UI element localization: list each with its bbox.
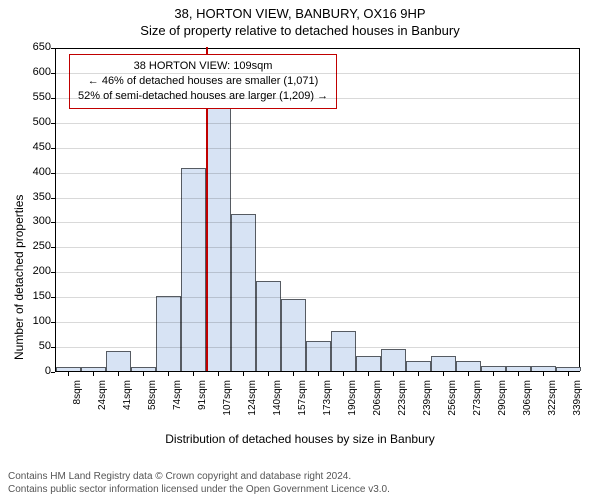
page-title: 38, HORTON VIEW, BANBURY, OX16 9HP bbox=[0, 0, 600, 21]
x-tick-label: 339sqm bbox=[572, 380, 583, 424]
footer-attribution: Contains HM Land Registry data © Crown c… bbox=[8, 470, 390, 496]
histogram-bar bbox=[281, 299, 306, 371]
gridline bbox=[55, 347, 580, 348]
y-tick-label: 150 bbox=[21, 290, 51, 302]
y-tick-label: 400 bbox=[21, 166, 51, 178]
histogram-bar bbox=[431, 356, 456, 371]
x-tick-mark bbox=[218, 372, 219, 376]
histogram-bar bbox=[106, 351, 131, 371]
y-tick-label: 450 bbox=[21, 141, 51, 153]
x-tick-label: 8sqm bbox=[72, 380, 83, 424]
gridline bbox=[55, 148, 580, 149]
x-tick-label: 256sqm bbox=[447, 380, 458, 424]
gridline bbox=[55, 173, 580, 174]
histogram-bar bbox=[556, 367, 581, 371]
x-tick-mark bbox=[343, 372, 344, 376]
gridline bbox=[55, 123, 580, 124]
histogram-bar bbox=[156, 296, 181, 371]
gridline bbox=[55, 247, 580, 248]
x-tick-label: 74sqm bbox=[172, 380, 183, 424]
histogram-bar bbox=[506, 366, 531, 371]
annotation-line-2: ← 46% of detached houses are smaller (1,… bbox=[78, 74, 328, 89]
x-tick-label: 190sqm bbox=[347, 380, 358, 424]
annotation-line-1: 38 HORTON VIEW: 109sqm bbox=[78, 59, 328, 74]
histogram-bar bbox=[406, 361, 431, 371]
x-axis-label: Distribution of detached houses by size … bbox=[0, 432, 600, 446]
x-tick-label: 124sqm bbox=[247, 380, 258, 424]
x-tick-mark bbox=[368, 372, 369, 376]
x-tick-label: 206sqm bbox=[372, 380, 383, 424]
histogram-bar bbox=[256, 281, 281, 371]
gridline bbox=[55, 297, 580, 298]
histogram-bar bbox=[481, 366, 506, 371]
footer-line-1: Contains HM Land Registry data © Crown c… bbox=[8, 470, 390, 483]
x-tick-label: 58sqm bbox=[147, 380, 158, 424]
footer-line-2: Contains public sector information licen… bbox=[8, 483, 390, 496]
x-tick-label: 322sqm bbox=[547, 380, 558, 424]
x-tick-label: 157sqm bbox=[297, 380, 308, 424]
histogram-bar bbox=[531, 366, 556, 371]
x-tick-mark bbox=[168, 372, 169, 376]
histogram-bar bbox=[81, 367, 106, 371]
x-tick-mark bbox=[318, 372, 319, 376]
y-tick-mark bbox=[51, 372, 55, 373]
gridline bbox=[55, 48, 580, 49]
x-tick-label: 273sqm bbox=[472, 380, 483, 424]
x-tick-mark bbox=[243, 372, 244, 376]
histogram-bar bbox=[56, 367, 81, 371]
page-subtitle: Size of property relative to detached ho… bbox=[0, 21, 600, 38]
x-tick-mark bbox=[393, 372, 394, 376]
y-tick-label: 350 bbox=[21, 191, 51, 203]
annotation-line-3: 52% of semi-detached houses are larger (… bbox=[78, 89, 328, 104]
x-tick-mark bbox=[568, 372, 569, 376]
y-tick-label: 250 bbox=[21, 240, 51, 252]
y-tick-label: 0 bbox=[21, 365, 51, 377]
x-tick-label: 223sqm bbox=[397, 380, 408, 424]
x-tick-mark bbox=[468, 372, 469, 376]
x-tick-label: 290sqm bbox=[497, 380, 508, 424]
x-tick-mark bbox=[193, 372, 194, 376]
histogram-bar bbox=[331, 331, 356, 371]
x-tick-mark bbox=[293, 372, 294, 376]
x-tick-label: 91sqm bbox=[197, 380, 208, 424]
x-tick-mark bbox=[543, 372, 544, 376]
x-tick-label: 24sqm bbox=[97, 380, 108, 424]
y-tick-label: 100 bbox=[21, 315, 51, 327]
y-tick-label: 550 bbox=[21, 91, 51, 103]
histogram-bar bbox=[456, 361, 481, 371]
histogram-bar bbox=[381, 349, 406, 371]
y-tick-label: 300 bbox=[21, 215, 51, 227]
x-tick-mark bbox=[518, 372, 519, 376]
gridline bbox=[55, 73, 580, 74]
x-tick-mark bbox=[93, 372, 94, 376]
gridline bbox=[55, 322, 580, 323]
x-tick-mark bbox=[443, 372, 444, 376]
x-tick-label: 41sqm bbox=[122, 380, 133, 424]
y-tick-label: 600 bbox=[21, 66, 51, 78]
histogram-bar bbox=[306, 341, 331, 371]
x-tick-label: 107sqm bbox=[222, 380, 233, 424]
gridline bbox=[55, 198, 580, 199]
x-tick-mark bbox=[68, 372, 69, 376]
histogram-bar bbox=[356, 356, 381, 371]
x-tick-mark bbox=[118, 372, 119, 376]
x-tick-mark bbox=[268, 372, 269, 376]
y-tick-label: 650 bbox=[21, 41, 51, 53]
y-tick-label: 50 bbox=[21, 340, 51, 352]
gridline bbox=[55, 272, 580, 273]
x-tick-label: 239sqm bbox=[422, 380, 433, 424]
x-tick-label: 140sqm bbox=[272, 380, 283, 424]
gridline bbox=[55, 222, 580, 223]
x-tick-label: 306sqm bbox=[522, 380, 533, 424]
y-tick-label: 200 bbox=[21, 265, 51, 277]
y-tick-label: 500 bbox=[21, 116, 51, 128]
x-tick-mark bbox=[143, 372, 144, 376]
x-tick-mark bbox=[418, 372, 419, 376]
x-tick-mark bbox=[493, 372, 494, 376]
histogram-bar bbox=[131, 367, 156, 371]
gridline bbox=[55, 98, 580, 99]
annotation-box: 38 HORTON VIEW: 109sqm ← 46% of detached… bbox=[69, 54, 337, 109]
histogram-bar bbox=[206, 97, 231, 371]
x-tick-label: 173sqm bbox=[322, 380, 333, 424]
